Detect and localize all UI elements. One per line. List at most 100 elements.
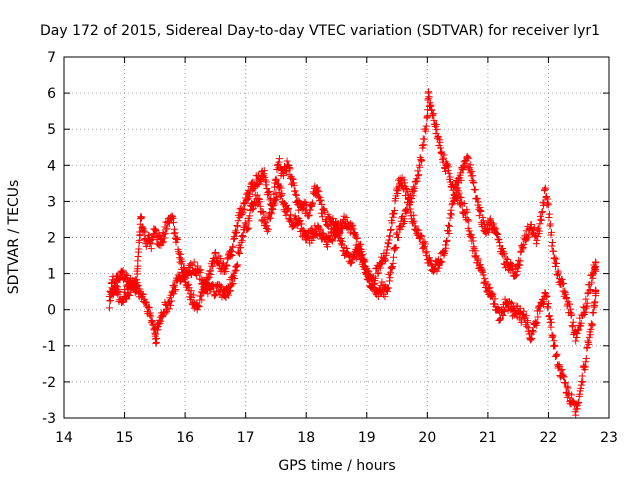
data-point: [233, 228, 241, 236]
data-point: [440, 151, 448, 159]
data-point: [204, 280, 212, 288]
data-point: [389, 263, 397, 271]
data-point: [374, 269, 382, 277]
data-point: [442, 244, 450, 252]
data-point: [110, 277, 118, 285]
data-point: [501, 307, 509, 315]
data-point: [572, 337, 580, 345]
data-point: [446, 214, 454, 222]
data-point: [309, 200, 317, 208]
data-point: [555, 361, 563, 369]
data-point: [142, 298, 150, 306]
data-point: [106, 288, 114, 296]
data-point: [126, 291, 134, 299]
data-point: [580, 362, 588, 370]
data-point: [489, 290, 497, 298]
data-point: [282, 211, 290, 219]
data-point: [177, 277, 185, 285]
data-point: [520, 240, 528, 248]
data-point: [369, 284, 377, 292]
data-point: [583, 343, 591, 351]
data-point: [564, 384, 572, 392]
data-point: [427, 101, 435, 109]
data-point: [527, 221, 535, 229]
data-point: [584, 337, 592, 345]
y-tick-label: 7: [47, 50, 56, 66]
data-point: [557, 367, 565, 375]
data-point: [499, 244, 507, 252]
data-point: [445, 169, 453, 177]
data-point: [479, 271, 487, 279]
data-point: [417, 155, 425, 163]
data-point: [561, 289, 569, 297]
data-point: [195, 302, 203, 310]
data-point: [206, 267, 214, 275]
data-point: [474, 255, 482, 263]
data-point: [491, 295, 499, 303]
data-point: [141, 228, 149, 236]
data-point: [493, 230, 501, 238]
data-point: [589, 308, 597, 316]
data-point: [558, 275, 566, 283]
data-point: [548, 333, 556, 341]
data-point: [296, 217, 304, 225]
data-point: [425, 254, 433, 262]
data-point: [442, 241, 449, 249]
data-point: [546, 220, 554, 228]
x-tick-label: 19: [358, 430, 376, 446]
data-point: [553, 350, 561, 358]
data-point: [423, 248, 431, 256]
data-point: [317, 196, 325, 204]
data-point: [122, 294, 130, 302]
data-point: [153, 335, 161, 343]
data-point: [262, 181, 270, 189]
data-point: [212, 254, 220, 262]
data-point: [389, 213, 397, 221]
data-point: [444, 226, 452, 234]
data-point: [355, 242, 363, 250]
data-point: [282, 167, 290, 175]
data-point: [171, 287, 179, 295]
data-point: [323, 221, 331, 229]
data-point: [139, 291, 147, 299]
data-point: [123, 272, 131, 280]
data-point: [272, 176, 280, 184]
data-point: [152, 228, 160, 236]
data-point: [587, 325, 595, 333]
data-point: [308, 199, 316, 207]
x-tick-label: 18: [297, 430, 315, 446]
data-point: [414, 172, 422, 180]
data-point: [543, 292, 551, 300]
data-point: [446, 222, 454, 230]
data-point: [402, 206, 410, 214]
data-point: [431, 122, 439, 130]
data-point: [516, 261, 524, 269]
data-point: [160, 230, 168, 238]
data-point: [462, 160, 470, 168]
data-point: [227, 287, 235, 295]
data-point: [284, 205, 292, 213]
data-point: [583, 299, 591, 307]
data-point: [157, 317, 165, 325]
x-tick-label: 22: [540, 430, 558, 446]
data-point: [253, 191, 261, 199]
data-point: [132, 283, 140, 291]
data-point: [534, 232, 542, 240]
data-point: [469, 237, 477, 245]
data-point: [239, 231, 247, 239]
data-point: [234, 261, 242, 269]
data-point: [406, 205, 414, 213]
data-point: [228, 252, 236, 260]
data-point: [278, 190, 286, 198]
data-point: [418, 156, 426, 164]
data-point: [245, 217, 253, 225]
plot-frame: [63, 56, 610, 419]
data-point: [186, 290, 194, 298]
data-point: [290, 181, 298, 189]
data-point: [163, 225, 171, 233]
data-point: [159, 238, 167, 246]
data-point: [280, 172, 288, 180]
data-point: [238, 210, 246, 218]
data-point: [546, 315, 554, 323]
data-point: [386, 274, 394, 282]
